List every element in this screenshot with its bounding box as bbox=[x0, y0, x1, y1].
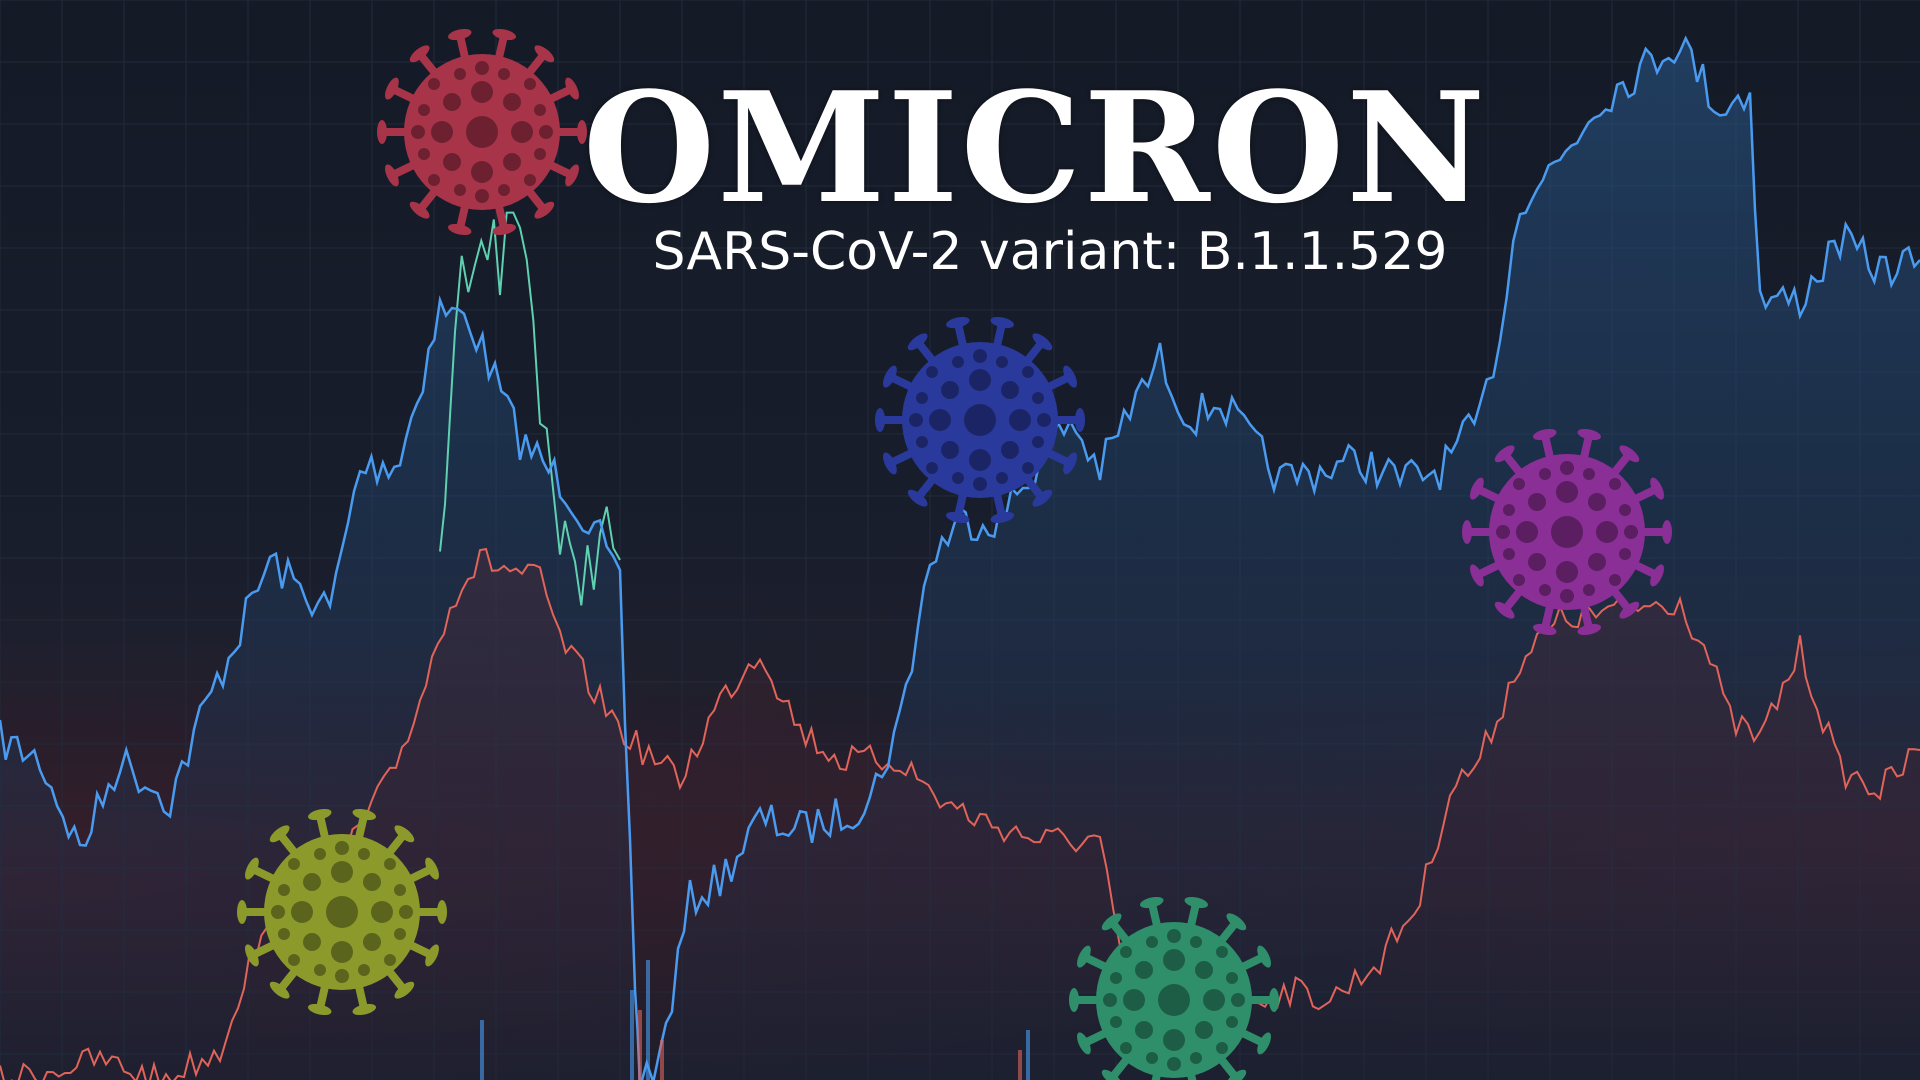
virus-icon bbox=[1462, 428, 1672, 636]
title: OMICRON bbox=[582, 58, 1488, 237]
virus-icon bbox=[377, 28, 587, 236]
volume-bar bbox=[480, 1020, 484, 1080]
volume-bar bbox=[630, 990, 634, 1080]
volume-bar bbox=[660, 1040, 664, 1080]
teal-series-line bbox=[439, 211, 621, 606]
subtitle: SARS-CoV-2 variant: B.1.1.529 bbox=[652, 222, 1448, 282]
volume-bar bbox=[646, 960, 650, 1080]
virus-icon bbox=[1069, 896, 1279, 1080]
volume-bar bbox=[1026, 1030, 1030, 1080]
virus-icon bbox=[875, 316, 1085, 524]
volume-bar bbox=[638, 1010, 642, 1080]
volume-bar bbox=[1018, 1050, 1022, 1080]
virus-icon bbox=[237, 808, 447, 1016]
red-series-area bbox=[0, 549, 1920, 1080]
volume-bars bbox=[480, 960, 1030, 1080]
